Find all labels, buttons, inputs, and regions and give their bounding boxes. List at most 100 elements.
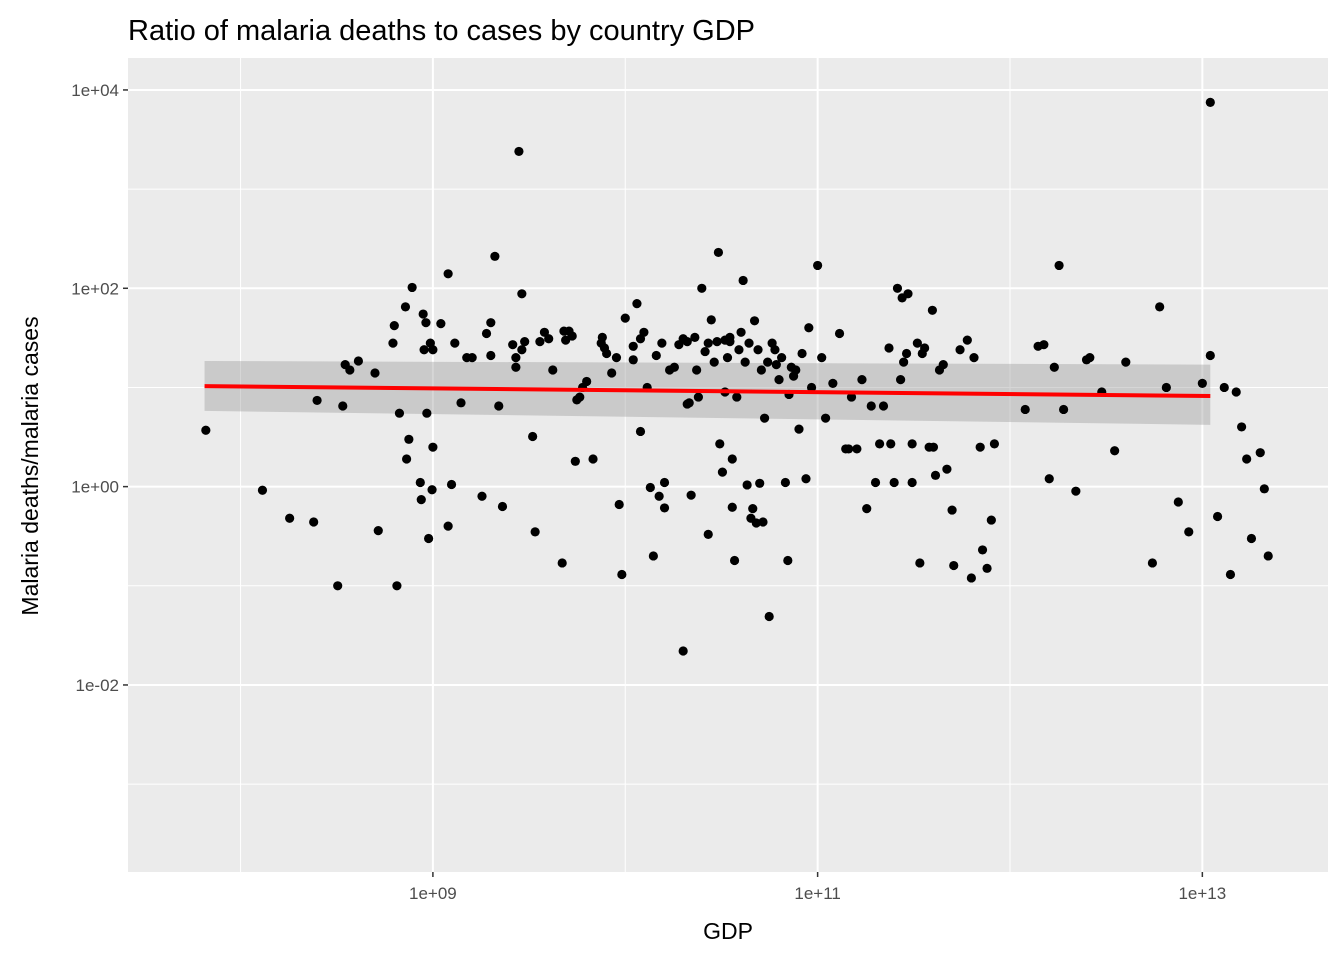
data-point [1121,357,1131,367]
data-point [1110,446,1120,456]
data-point [977,545,988,555]
data-point [424,533,434,544]
data-point [257,485,268,495]
data-point [659,477,670,488]
data-point [1219,382,1229,393]
y-axis-title: Malaria deaths/malaria cases [17,316,43,615]
data-point [678,646,688,656]
data-point [740,357,750,367]
data-point [734,345,744,355]
data-point [866,401,876,411]
data-point [477,491,487,501]
data-point [700,346,710,357]
data-point [820,413,831,423]
data-point [1263,551,1273,561]
data-point [794,424,804,434]
data-point [938,360,948,370]
data-point [1246,533,1257,544]
data-point [1197,378,1207,388]
data-point [692,365,702,375]
data-point [764,611,774,622]
data-point [955,345,965,355]
data-point [651,350,661,361]
data-point [309,517,319,527]
data-point [713,247,724,258]
data-point [857,375,867,385]
data-point [758,517,768,527]
data-point [930,470,941,480]
data-point [690,332,700,342]
data-point [450,338,460,348]
data-points [201,97,1273,656]
data-point [846,392,857,402]
x-tick-label: 1e+09 [409,884,457,903]
data-point [1020,404,1030,415]
data-point [1049,362,1059,372]
data-point [1259,484,1269,494]
data-point [567,331,577,341]
data-point [801,474,811,484]
data-point [1237,422,1247,432]
data-point [949,560,959,571]
data-point [582,376,592,387]
data-point [338,401,348,411]
data-point [467,353,477,363]
data-point [669,362,679,372]
y-axis-ticks: 1e-02 1e+00 1e+02 1e+04 [71,81,128,695]
data-point [774,375,784,385]
data-point [982,563,992,573]
data-point [404,434,414,444]
data-point [528,431,538,442]
data-point [353,356,364,366]
data-point [422,408,432,418]
data-point [570,456,580,466]
data-point [770,345,780,355]
data-point [703,529,713,539]
data-point [682,337,692,347]
data-point [813,260,823,271]
data-point [419,345,429,355]
data-point [486,350,496,361]
data-point [456,398,466,408]
data-point [632,299,642,309]
data-point [648,551,658,561]
data-point [703,338,713,348]
data-point [602,348,612,359]
y-tick-label: 1e+02 [71,279,119,298]
data-point [903,289,913,299]
data-point [756,365,766,375]
data-point [804,323,814,333]
data-point [654,491,664,501]
data-point [548,365,558,375]
data-point [878,401,889,411]
data-point [416,494,426,505]
data-point [443,269,453,279]
y-tick-label: 1e+04 [71,81,119,100]
data-point [912,338,922,348]
data-point [727,454,737,464]
data-point [407,282,417,293]
data-point [443,521,453,531]
data-point [901,348,912,359]
data-point [481,328,492,339]
data-point [1184,527,1194,537]
data-point [927,305,937,315]
data-point [697,283,707,293]
x-axis-title: GDP [703,918,753,944]
data-point [989,439,1000,449]
data-point [400,302,411,312]
y-tick-label: 1e-02 [76,676,119,695]
data-point [896,375,906,385]
x-tick-label: 1e+13 [1178,884,1226,903]
data-point [312,395,322,406]
major-gridlines [128,58,1328,872]
data-point [514,146,524,157]
data-point [517,345,527,355]
data-point [870,477,881,488]
data-point [511,353,521,363]
data-point [862,504,872,514]
data-point [928,442,939,452]
data-point [1205,350,1215,361]
